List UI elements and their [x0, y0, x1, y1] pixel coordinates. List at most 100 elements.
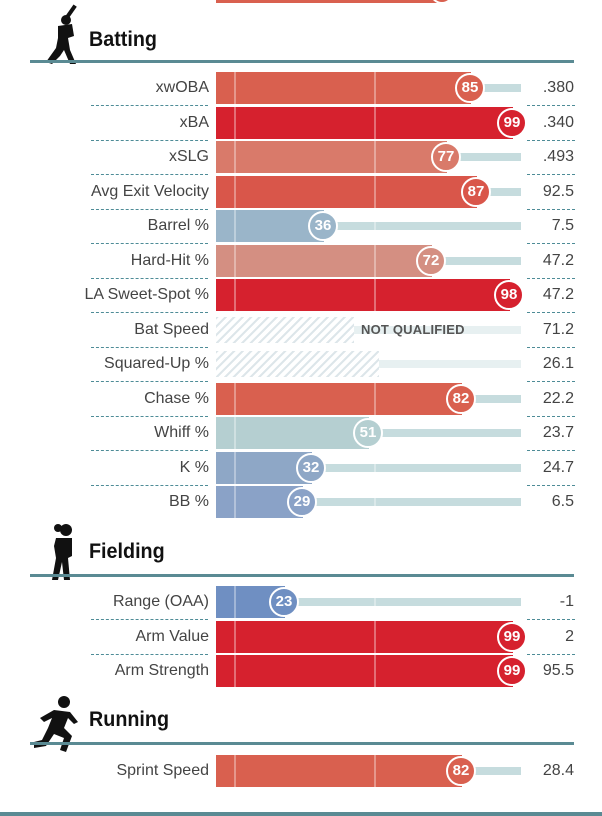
gridline-low — [234, 279, 236, 311]
metric-row: Whiff % 51 23.7 — [0, 416, 602, 451]
metric-row: xwOBA 85 .380 — [0, 71, 602, 106]
row-separator — [91, 619, 208, 620]
row-separator — [91, 174, 208, 175]
row-separator — [91, 381, 208, 382]
percentile-bar — [216, 210, 376, 242]
row-separator-right — [527, 243, 575, 244]
percentile-track — [462, 394, 521, 403]
metric-label: Whiff % — [154, 424, 209, 441]
gridline-low — [234, 106, 236, 139]
row-separator-right — [527, 346, 575, 348]
section-divider — [30, 60, 574, 63]
metric-row: Bat Speed NOT QUALIFIED 71.2 — [0, 313, 602, 348]
row-separator-right — [527, 415, 575, 417]
metric-label: Range (OAA) — [112, 593, 209, 610]
row-separator — [91, 346, 208, 348]
metric-value: 71.2 — [542, 320, 574, 338]
gridline-mid — [374, 382, 376, 415]
percentile-bubble: 82 — [446, 756, 476, 786]
percentile-track — [285, 598, 521, 606]
percentile-track — [369, 429, 521, 437]
metric-label: Arm Strength — [114, 662, 209, 679]
row-separator-right — [527, 174, 575, 175]
gridline-mid — [374, 141, 376, 173]
metric-row: Arm Value 99 2 — [0, 620, 602, 655]
metric-label: Hard-Hit % — [130, 251, 209, 269]
metric-value: 23.7 — [542, 424, 574, 441]
section-title: Running — [89, 708, 170, 731]
percentile-bar — [216, 755, 462, 787]
metric-value: -1 — [559, 593, 574, 610]
gridline-low — [234, 141, 236, 173]
metric-row: Arm Strength 99 95.5 — [0, 654, 602, 688]
metric-value: 7.5 — [551, 217, 574, 234]
gridline-low — [234, 175, 236, 208]
gridline-mid — [374, 72, 376, 104]
percentile-track — [216, 325, 521, 334]
gridline-low — [234, 655, 236, 687]
percentile-bar — [216, 244, 432, 277]
metric-label: Bat Speed — [134, 320, 209, 338]
row-separator — [91, 653, 208, 655]
row-separator-right — [527, 381, 575, 382]
metric-label: Arm Value — [135, 627, 209, 645]
percentile-track — [447, 153, 521, 161]
metric-row: BB % 29 6.5 — [0, 485, 602, 519]
metric-label: LA Sweet-Spot % — [84, 286, 209, 303]
gridline-mid — [374, 106, 376, 139]
percentile-bar — [216, 106, 513, 139]
metric-value: 6.5 — [551, 493, 574, 510]
metric-value: 2 — [565, 627, 574, 645]
percentile-bubble: 77 — [431, 142, 461, 172]
metric-label: Chase % — [144, 389, 209, 407]
row-separator — [91, 277, 208, 279]
percentile-bar — [216, 382, 462, 415]
percentile-track — [312, 463, 521, 472]
gridline-low — [234, 451, 236, 484]
percentile-bubble: 99 — [497, 621, 527, 652]
percentile-bubble: 87 — [461, 176, 491, 207]
gridline-mid — [374, 586, 376, 618]
gridline-mid — [374, 175, 376, 208]
gridline-low — [234, 586, 236, 618]
gridline-low — [234, 755, 236, 787]
metric-value: 92.5 — [542, 182, 574, 200]
percentile-bubble: 85 — [455, 73, 485, 103]
metric-row: Hard-Hit % 72 47.2 — [0, 244, 602, 279]
gridline-low — [234, 486, 236, 518]
percentile-bubble: 29 — [287, 487, 317, 517]
row-separator — [91, 139, 208, 141]
metric-label: xwOBA — [155, 79, 209, 96]
row-separator-right — [527, 450, 575, 451]
section-divider — [30, 574, 574, 577]
metric-label: Avg Exit Velocity — [91, 182, 209, 200]
percentile-bubble: 98 — [494, 280, 524, 310]
metric-row: Chase % 82 22.2 — [0, 382, 602, 417]
row-separator-right — [527, 208, 575, 210]
runner-icon — [30, 694, 86, 759]
metric-label: Barrel % — [147, 217, 209, 234]
metric-row: Squared-Up % 26.1 — [0, 347, 602, 382]
section-header-running: Running — [0, 688, 602, 738]
row-separator — [91, 450, 208, 451]
percentile-bubble: 32 — [296, 452, 326, 483]
gridline-mid — [374, 210, 376, 242]
metric-label: K % — [179, 458, 209, 476]
row-separator-right — [527, 619, 575, 620]
metric-label: Squared-Up % — [104, 355, 209, 372]
metric-row: Avg Exit Velocity 87 92.5 — [0, 175, 602, 210]
gridline-low — [234, 210, 236, 242]
metric-value: 26.1 — [542, 355, 574, 372]
gridline-low — [234, 244, 236, 277]
section-title: Batting — [89, 28, 157, 51]
percentile-bar — [216, 417, 376, 449]
percentile-track — [324, 222, 521, 230]
fielder-icon — [44, 522, 80, 589]
percentile-bubble: 72 — [416, 245, 446, 276]
section-divider — [30, 742, 574, 745]
metric-row: Sprint Speed 82 28.4 — [0, 754, 602, 788]
gridline-mid — [374, 244, 376, 277]
gridline-mid — [374, 279, 376, 311]
row-separator — [91, 208, 208, 210]
metric-value: 22.2 — [542, 389, 574, 407]
